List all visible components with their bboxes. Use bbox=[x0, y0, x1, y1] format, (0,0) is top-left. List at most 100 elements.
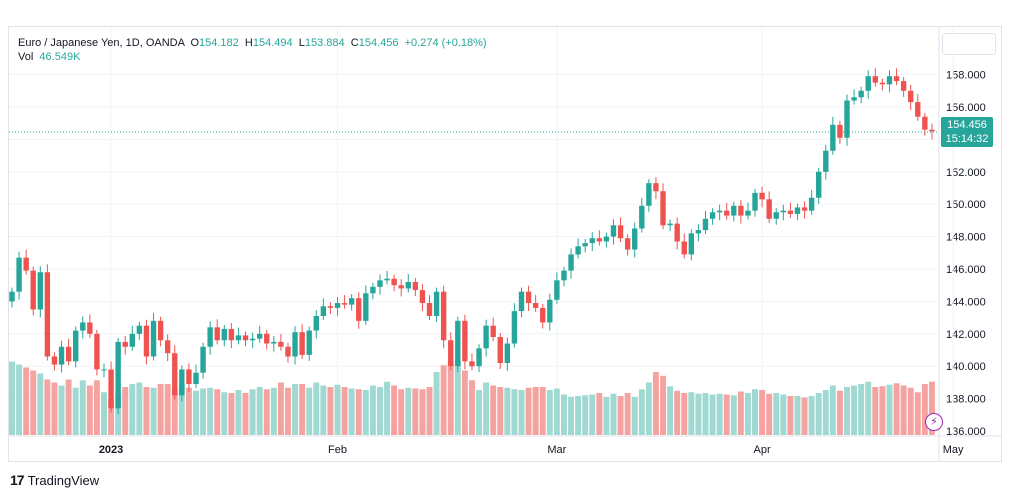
volume-bar bbox=[221, 392, 228, 435]
chart-frame bbox=[8, 26, 1002, 462]
candle-body bbox=[596, 238, 603, 242]
volume-bar bbox=[369, 385, 376, 435]
candle-body bbox=[837, 124, 843, 138]
volume-bar bbox=[185, 387, 192, 435]
volume-bar bbox=[433, 372, 440, 435]
candle-body bbox=[490, 325, 496, 338]
volume-bar bbox=[37, 373, 44, 435]
symbol-title[interactable]: Euro / Japanese Yen, 1D, OANDA bbox=[18, 37, 185, 49]
volume-bar bbox=[511, 389, 518, 435]
candle-body bbox=[377, 280, 383, 287]
candle-body bbox=[249, 338, 256, 341]
candle-body bbox=[632, 228, 638, 250]
volume-bar bbox=[171, 389, 178, 435]
volume-bar bbox=[525, 387, 532, 435]
open-value: 154.182 bbox=[199, 37, 239, 49]
y-tick-label: 150.000 bbox=[946, 199, 986, 211]
candle-body bbox=[150, 320, 157, 357]
candle-body bbox=[624, 238, 631, 250]
volume-bar bbox=[30, 370, 37, 435]
candle-body bbox=[278, 341, 284, 347]
volume-bar bbox=[737, 391, 744, 435]
candle-body bbox=[433, 291, 440, 316]
candle-body bbox=[313, 315, 319, 331]
candle-body bbox=[207, 327, 213, 347]
volume-bar bbox=[928, 381, 935, 435]
footer-branding[interactable]: 17 TradingView bbox=[10, 472, 99, 488]
candle-body bbox=[271, 341, 277, 344]
volume-bar bbox=[447, 361, 454, 435]
high-value: 154.494 bbox=[252, 37, 293, 49]
candle-body bbox=[30, 270, 36, 310]
volume-bar bbox=[667, 386, 674, 435]
volume-bar bbox=[603, 396, 610, 435]
volume-bar bbox=[808, 396, 815, 435]
candle-body bbox=[426, 303, 433, 316]
volume-bar bbox=[58, 385, 65, 435]
tradingview-logo-icon: 17 bbox=[10, 472, 25, 488]
candle-body bbox=[51, 356, 58, 365]
candle-body bbox=[292, 332, 298, 357]
candle-body bbox=[568, 254, 574, 271]
candle-body bbox=[511, 311, 518, 344]
low-value: 153.884 bbox=[304, 37, 345, 49]
candle-body bbox=[886, 76, 893, 85]
volume-bar bbox=[306, 387, 313, 435]
candle-body bbox=[610, 225, 617, 237]
candle-body bbox=[327, 306, 334, 308]
candle-body bbox=[518, 291, 525, 312]
volume-bar bbox=[65, 379, 72, 435]
volume-bar bbox=[681, 393, 688, 435]
volume-bar bbox=[79, 380, 86, 435]
volume-bar bbox=[886, 384, 893, 435]
volume-bar bbox=[341, 387, 348, 435]
candle-body bbox=[200, 346, 206, 373]
volume-bar bbox=[398, 389, 405, 435]
lightning-icon[interactable]: ⚡ bbox=[925, 413, 943, 431]
candle-body bbox=[731, 205, 737, 216]
volume-bar bbox=[108, 399, 115, 435]
volume-bar bbox=[532, 387, 539, 435]
volume-bar bbox=[72, 387, 79, 435]
chart-legend: Euro / Japanese Yen, 1D, OANDA O154.182 … bbox=[18, 36, 487, 64]
candle-body bbox=[724, 210, 730, 216]
volume-bar bbox=[476, 390, 483, 435]
volume-value: 46.549K bbox=[39, 51, 81, 63]
volume-bar bbox=[256, 387, 263, 435]
volume-bar bbox=[752, 389, 758, 435]
brand-name: TradingView bbox=[27, 472, 100, 488]
candle-body bbox=[695, 230, 702, 234]
volume-bar bbox=[921, 384, 928, 435]
volume-bar bbox=[652, 372, 659, 435]
volume-bar bbox=[178, 384, 185, 435]
price-scale-settings-box[interactable] bbox=[942, 33, 996, 55]
volume-label[interactable]: Vol bbox=[18, 51, 34, 63]
candle-body bbox=[540, 307, 546, 323]
candle-body bbox=[122, 341, 128, 347]
candle-body bbox=[398, 285, 404, 289]
volume-bar bbox=[93, 380, 100, 435]
candle-body bbox=[193, 372, 199, 385]
candle-body bbox=[136, 325, 143, 334]
candle-body bbox=[58, 346, 65, 365]
candle-body bbox=[844, 100, 850, 138]
volume-bar bbox=[773, 393, 780, 435]
volume-bar bbox=[660, 375, 666, 435]
candle-body bbox=[865, 76, 871, 91]
candle-body bbox=[483, 325, 489, 349]
candle-body bbox=[370, 286, 376, 294]
x-tick-label: 2023 bbox=[99, 444, 123, 456]
open-label: O bbox=[190, 37, 200, 49]
volume-bar bbox=[122, 387, 129, 435]
volume-bar bbox=[504, 387, 511, 435]
candle-body bbox=[285, 346, 291, 357]
candle-body bbox=[356, 298, 362, 321]
volume-bar bbox=[568, 396, 575, 435]
y-tick-label: 140.000 bbox=[946, 361, 986, 373]
candle-body bbox=[235, 335, 242, 341]
candle-body bbox=[306, 330, 312, 355]
volume-bar bbox=[454, 360, 461, 435]
candle-body bbox=[773, 212, 779, 219]
candle-body bbox=[639, 205, 645, 229]
